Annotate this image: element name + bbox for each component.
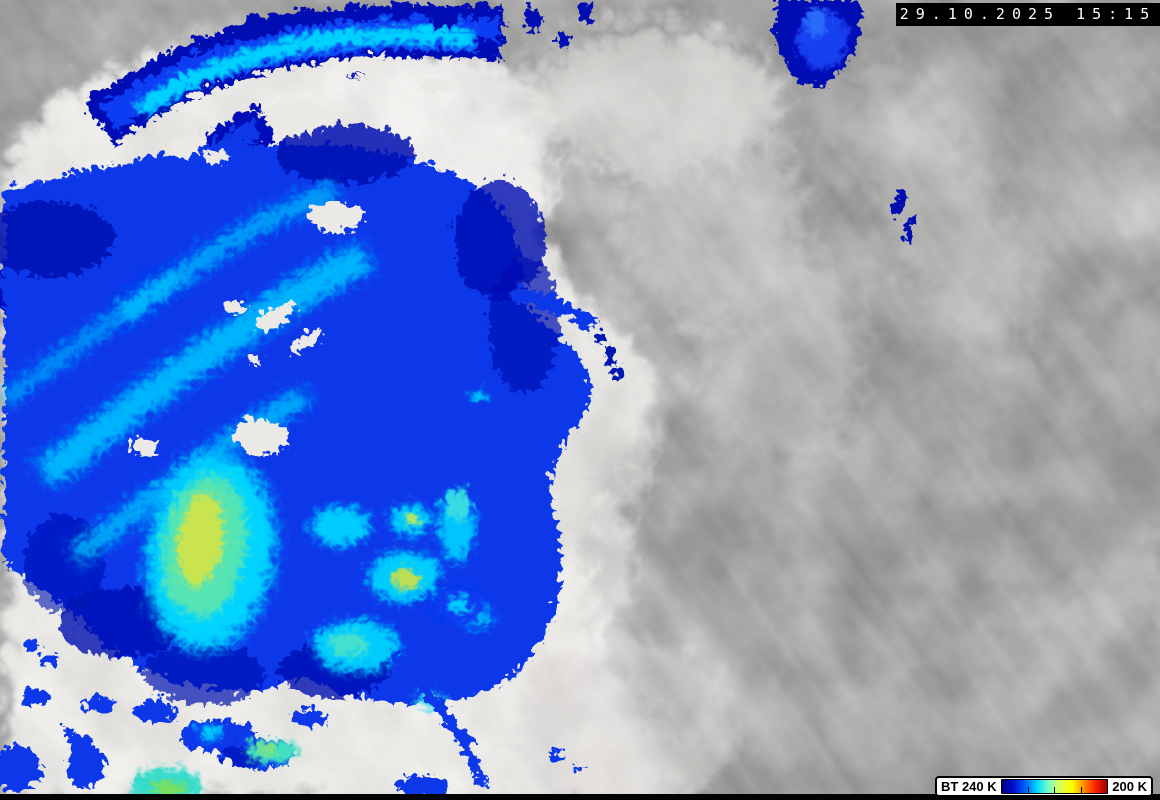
legend-label-left: BT 240 K: [941, 779, 997, 794]
timestamp-text: 29.10.2025 15:15: [899, 5, 1157, 23]
legend-tick: [1028, 787, 1030, 793]
timestamp-overlay: 29.10.2025 15:15: [896, 3, 1160, 26]
legend-tick: [1080, 787, 1082, 793]
bt-enhancement-layer: [0, 0, 911, 800]
bt-legend: BT 240 K 200 K: [935, 776, 1153, 797]
legend-tick: [1054, 787, 1056, 793]
image-bottom-border: [0, 794, 1160, 800]
legend-gradient-bar: [1000, 779, 1109, 794]
legend-label-right: 200 K: [1112, 779, 1147, 794]
